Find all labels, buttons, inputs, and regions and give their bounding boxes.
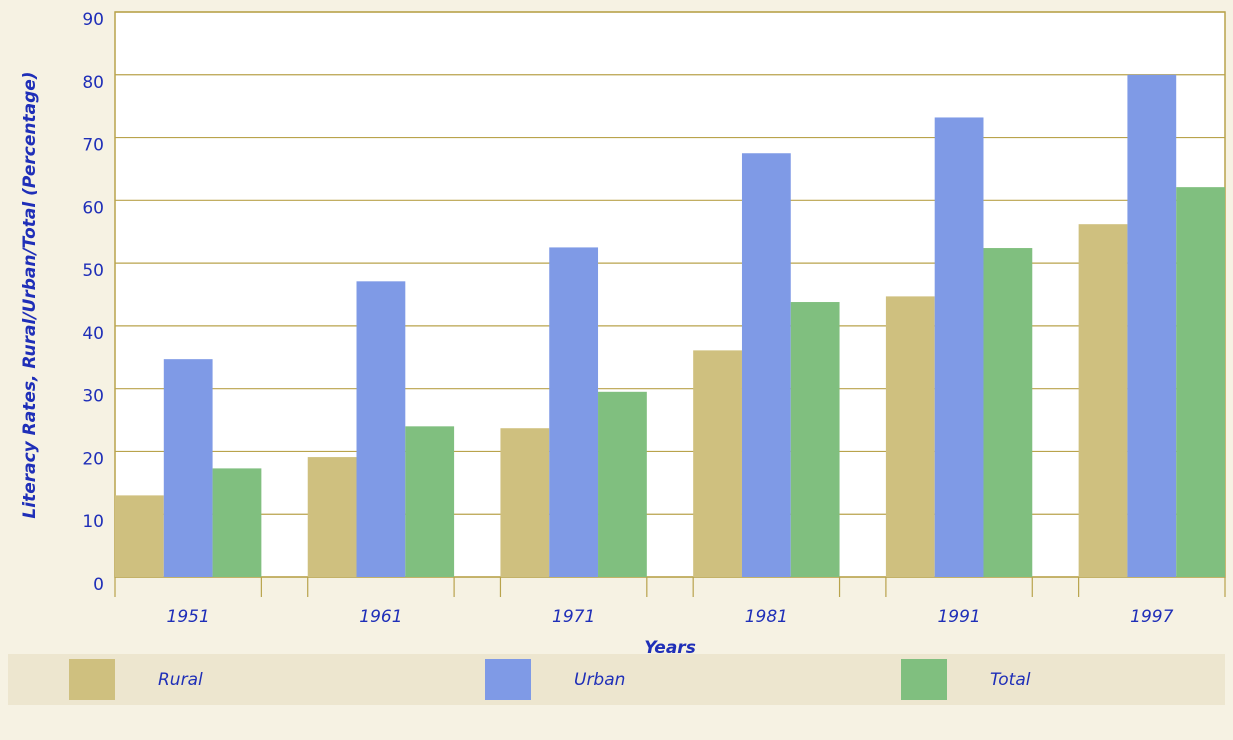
y-tick-label: 20 xyxy=(82,449,104,469)
y-tick-label: 30 xyxy=(82,387,104,407)
y-tick-label: 50 xyxy=(82,261,104,281)
y-tick-label: 70 xyxy=(82,136,104,156)
bar xyxy=(356,281,406,577)
bar xyxy=(885,296,935,577)
y-tick-label: 10 xyxy=(82,512,104,532)
bar xyxy=(934,117,984,577)
bar xyxy=(693,350,742,577)
bar xyxy=(790,302,840,577)
y-tick-label: 40 xyxy=(82,324,104,344)
bar xyxy=(307,457,357,577)
x-tick-label: 1971 xyxy=(552,607,595,627)
x-tick-label: 1951 xyxy=(167,607,210,627)
x-tick-label: 1981 xyxy=(745,607,788,627)
bar xyxy=(1127,74,1177,578)
x-tick-label: 1961 xyxy=(359,607,402,627)
bar xyxy=(983,248,1033,578)
bar xyxy=(115,495,164,577)
bar xyxy=(163,359,213,577)
bar xyxy=(598,391,647,577)
legend-box xyxy=(8,654,1225,705)
y-axis-label: Literacy Rates, Rural/Urban/Total (Perce… xyxy=(20,71,40,518)
bar xyxy=(405,426,455,577)
bar xyxy=(1176,187,1225,577)
bar xyxy=(500,428,550,577)
legend-swatch xyxy=(901,659,947,700)
x-axis-label: Years xyxy=(644,638,696,658)
legend-label: Total xyxy=(990,670,1031,690)
y-tick-label: 0 xyxy=(93,575,104,595)
bar xyxy=(1078,224,1128,577)
legend-swatch xyxy=(69,659,115,700)
legend-swatch xyxy=(485,659,531,700)
legend-label: Urban xyxy=(574,670,625,690)
bar xyxy=(741,153,791,577)
plot-area xyxy=(114,11,1226,578)
legend-label: Rural xyxy=(158,670,203,690)
y-tick-label: 90 xyxy=(82,10,104,30)
y-tick-label: 80 xyxy=(82,73,104,93)
x-tick-label: 1991 xyxy=(937,607,980,627)
bar xyxy=(549,247,599,577)
bar xyxy=(212,468,262,577)
y-tick-label: 60 xyxy=(82,198,104,218)
x-tick-label: 1997 xyxy=(1130,607,1173,627)
